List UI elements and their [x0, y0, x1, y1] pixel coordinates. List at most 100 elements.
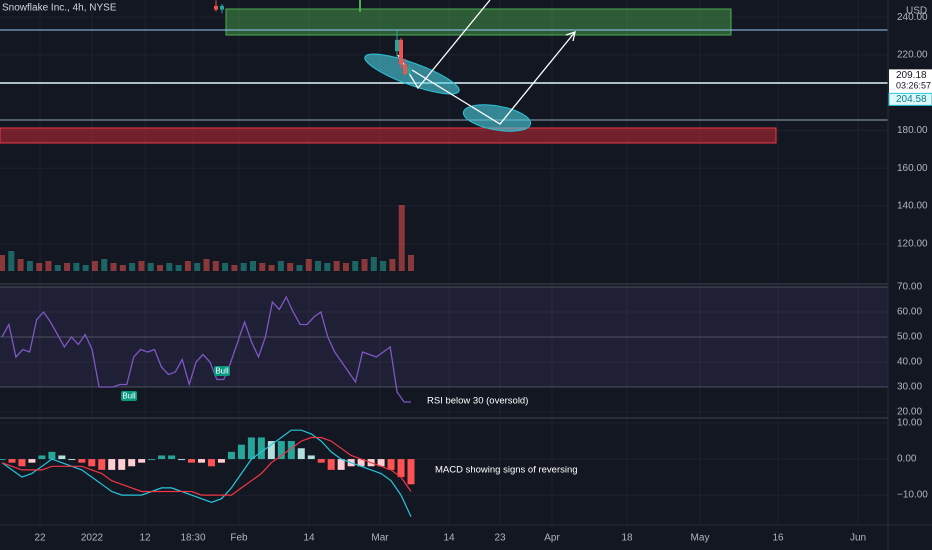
histogram-bar	[287, 441, 295, 460]
volume-bar	[147, 263, 154, 271]
volume-bar	[212, 261, 219, 271]
volume-bar	[268, 265, 275, 271]
histogram-bar	[148, 459, 156, 461]
volume-bar	[277, 261, 284, 271]
histogram-bar	[377, 459, 385, 467]
volume-bar	[380, 261, 387, 271]
histogram-bar	[337, 459, 345, 470]
resistance-zone	[225, 8, 732, 36]
volume-bar	[222, 263, 229, 271]
histogram-bar	[158, 455, 166, 460]
arrow-head	[565, 31, 576, 42]
x-tick-label: Mar	[371, 533, 389, 544]
volume-bar	[129, 263, 136, 271]
volume-bar	[315, 261, 322, 271]
y-tick-label: 10.00	[897, 418, 922, 429]
histogram-bar	[317, 459, 325, 463]
volume-bar	[45, 261, 52, 271]
volume-bar	[231, 265, 238, 271]
arrow	[411, 31, 576, 125]
histogram-bar	[277, 441, 285, 460]
volume-bar	[305, 259, 312, 271]
histogram-bar	[88, 459, 96, 467]
histogram-bar	[297, 448, 305, 460]
y-tick-label: 50.00	[897, 332, 922, 343]
volume-bar	[101, 259, 108, 271]
y-tick-label: 0.00	[897, 454, 917, 465]
drawings	[0, 0, 888, 144]
volume-bar	[259, 263, 266, 271]
histogram-bar	[28, 459, 36, 463]
price-label: 209.18	[896, 70, 927, 81]
x-tick-label: 14	[303, 533, 315, 544]
volume-bar	[8, 251, 15, 271]
candle-body	[214, 5, 218, 10]
histogram-bar	[188, 459, 196, 463]
volume-bar	[249, 261, 256, 271]
x-tick-label: 14	[443, 533, 455, 544]
volume-bar	[138, 261, 145, 271]
signal-label: Bull	[215, 367, 229, 376]
histogram-bar	[237, 444, 245, 460]
price-label: 204.58	[896, 94, 927, 105]
histogram-bar	[18, 459, 26, 467]
price-label-box	[889, 69, 932, 94]
histogram-bar	[257, 437, 265, 460]
histogram-bar	[38, 455, 46, 460]
y-tick-label: 20.00	[897, 407, 922, 418]
x-tick-label: 2022	[81, 533, 104, 544]
volume-bar	[73, 263, 80, 271]
volume-bar	[110, 263, 117, 271]
price-label-box	[888, 92, 932, 106]
volume-bar	[408, 255, 414, 271]
x-tick-label: 22	[34, 533, 46, 544]
volume-bar	[175, 265, 182, 271]
histogram-bar	[8, 459, 16, 463]
candle-body	[403, 64, 407, 74]
histogram-bar	[68, 459, 76, 461]
signal-label: Bull	[122, 392, 136, 401]
volume-bar	[0, 255, 5, 271]
y-tick-label: 180.00	[897, 125, 928, 136]
volume-bar	[342, 263, 349, 271]
labels: 22 2022 12 18:30 Feb 14 Mar 14 23 Apr 18 May 16 Jun 24…	[34, 12, 932, 544]
volume-bar	[157, 265, 164, 271]
volume-bar	[64, 263, 71, 271]
histogram-bar	[178, 459, 186, 461]
signal-box	[214, 366, 230, 376]
histogram-bar	[267, 441, 275, 460]
histogram-bar	[198, 459, 206, 463]
candle-body	[407, 68, 411, 74]
annotation: RSI below 30 (oversold)	[427, 396, 528, 407]
histogram-bar	[217, 459, 225, 463]
histogram-bar	[407, 459, 415, 485]
x-tick-label: Jun	[850, 533, 866, 544]
candle-body	[220, 5, 224, 10]
histogram-bar	[108, 459, 116, 470]
volume-bar	[370, 257, 377, 271]
histogram-bar	[98, 459, 106, 470]
volume-bar	[203, 259, 210, 271]
y-tick-label: 140.00	[897, 201, 928, 212]
volume-bar	[166, 263, 173, 271]
signal-box	[121, 391, 137, 401]
histogram-bar	[168, 455, 176, 460]
histogram-bar	[247, 437, 255, 460]
currency: USD	[906, 6, 927, 17]
volume-bar	[36, 263, 43, 271]
y-tick-label: 240.00	[897, 12, 928, 23]
volume-bar	[361, 259, 368, 271]
volume-bar	[17, 259, 24, 271]
x-tick-label: Feb	[230, 533, 248, 544]
annotation: MACD showing signs of reversing	[435, 465, 578, 476]
x-tick-label: 18	[621, 533, 633, 544]
volume-bar	[194, 263, 201, 271]
candle-body	[399, 39, 403, 65]
histogram-bar	[128, 459, 136, 467]
countdown: 03:26:57	[896, 81, 931, 91]
volume-bar	[119, 265, 126, 271]
histogram-bar	[307, 455, 315, 460]
volume-bar	[54, 265, 61, 271]
